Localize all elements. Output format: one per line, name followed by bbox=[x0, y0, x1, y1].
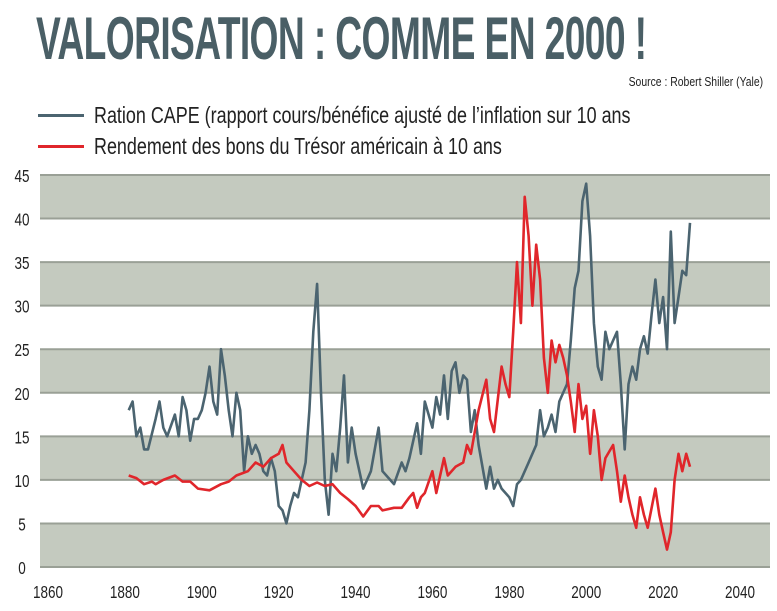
x-tick-label: 1940 bbox=[341, 583, 371, 602]
grid-band bbox=[40, 175, 770, 219]
series-line-cape bbox=[127, 182, 692, 525]
legend-label-treasury: Rendement des bons du Trésor américain à… bbox=[94, 133, 502, 159]
legend-swatch-treasury bbox=[38, 145, 84, 148]
y-tick-label: 40 bbox=[14, 211, 29, 230]
x-tick-label: 1860 bbox=[33, 583, 63, 602]
chart-source: Source : Robert Shiller (Yale) bbox=[628, 74, 763, 89]
x-tick-label: 2020 bbox=[648, 583, 678, 602]
y-tick-label: 45 bbox=[14, 167, 29, 186]
x-tick-label: 1880 bbox=[110, 583, 140, 602]
grid-band bbox=[40, 436, 770, 480]
x-tick-label: 1900 bbox=[187, 583, 217, 602]
grid-band bbox=[40, 349, 770, 393]
y-tick-label: 25 bbox=[14, 342, 29, 361]
y-tick-label: 20 bbox=[14, 385, 29, 404]
y-tick-label: 0 bbox=[18, 559, 26, 578]
legend-item-treasury: Rendement des bons du Trésor américain à… bbox=[38, 133, 617, 160]
x-tick-label: 1960 bbox=[417, 583, 447, 602]
x-tick-label: 2000 bbox=[571, 583, 601, 602]
series-line-treasury bbox=[128, 195, 692, 551]
y-tick-label: 5 bbox=[18, 516, 26, 535]
x-tick-label: 2040 bbox=[725, 583, 755, 602]
y-tick-label: 30 bbox=[14, 298, 29, 317]
legend-swatch-cape bbox=[38, 114, 84, 117]
x-tick-label: 1980 bbox=[494, 583, 524, 602]
y-tick-label: 15 bbox=[14, 429, 29, 448]
chart-title: VALORISATION : COMME EN 2000 ! bbox=[36, 5, 647, 72]
grid-band bbox=[40, 262, 770, 306]
legend-item-cape: Ration CAPE (rapport cours/bénéfice ajus… bbox=[38, 102, 777, 129]
y-tick-label: 10 bbox=[14, 472, 29, 491]
legend-label-cape: Ration CAPE (rapport cours/bénéfice ajus… bbox=[94, 102, 631, 128]
y-tick-label: 35 bbox=[14, 254, 29, 273]
x-tick-label: 1920 bbox=[264, 583, 294, 602]
grid-band bbox=[40, 523, 770, 567]
